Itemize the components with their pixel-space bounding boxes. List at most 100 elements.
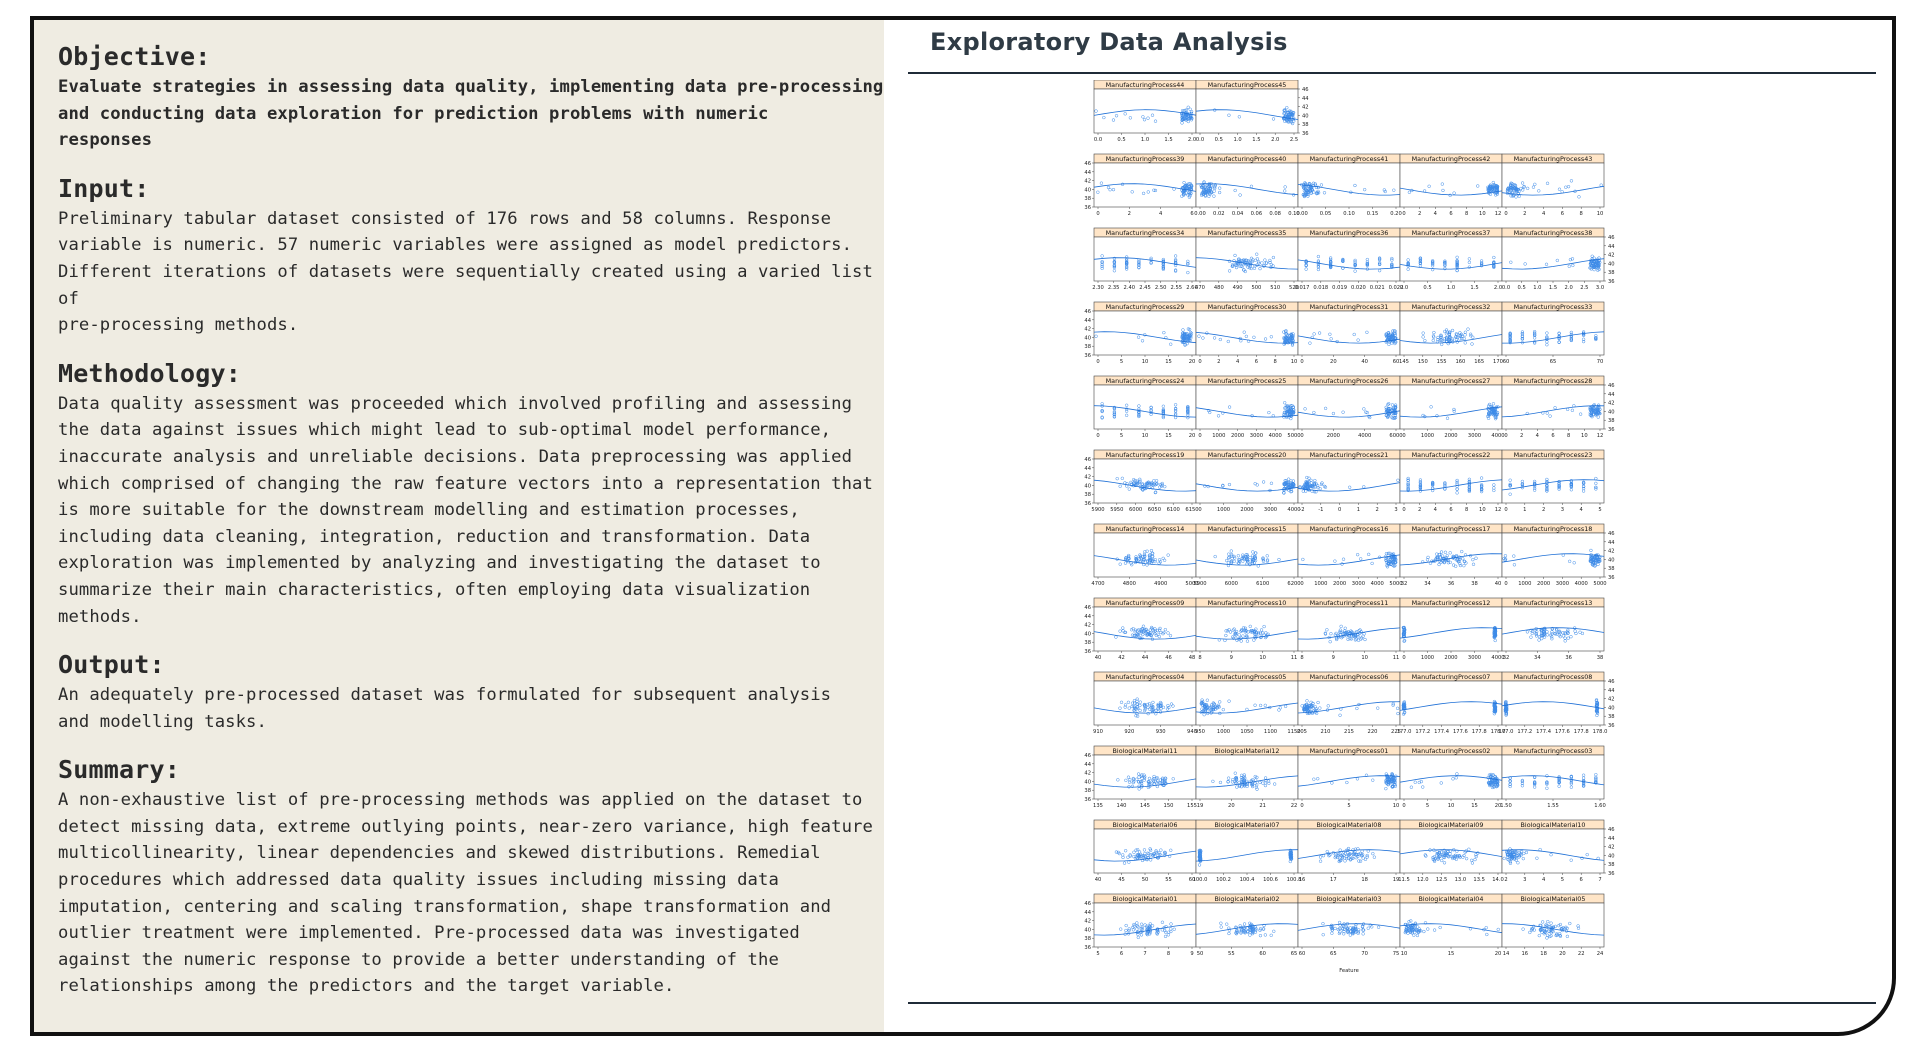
y-tick-label: 38 (1608, 566, 1615, 572)
scatter-point (1463, 559, 1467, 564)
scatter-point (1581, 486, 1586, 491)
scatter-point (1186, 413, 1190, 417)
scatter-point (1458, 563, 1463, 568)
scatter-point (1406, 488, 1410, 493)
panel-title: ManufacturingProcess03 (1514, 747, 1593, 755)
x-tick-label: 8 (1567, 433, 1570, 439)
x-tick-label: 215 (1344, 729, 1354, 735)
x-tick-label: 0 (1300, 803, 1303, 809)
scatter-point (1507, 191, 1511, 195)
scatter-point (1291, 405, 1295, 410)
x-tick-label: 0 (1300, 433, 1303, 439)
x-tick-label: 6100 (1167, 507, 1180, 513)
x-tick-label: 177.2 (1517, 729, 1532, 735)
scatter-point (1251, 554, 1255, 558)
panel-title: ManufacturingProcess20 (1208, 451, 1287, 459)
scatter-point (1212, 336, 1217, 340)
scatter-point (1564, 185, 1568, 189)
scatter-point (1393, 333, 1398, 337)
panel-title: ManufacturingProcess21 (1310, 451, 1389, 459)
panel-title: ManufacturingProcess31 (1310, 303, 1389, 311)
x-tick-label: 205 (1297, 729, 1307, 735)
scatter-point (1385, 334, 1390, 338)
panel-title: ManufacturingProcess36 (1310, 229, 1389, 237)
scatter-point (1365, 257, 1370, 262)
scatter-point (1258, 266, 1262, 271)
scatter-point (1533, 182, 1537, 186)
x-tick-label: 177.2 (1415, 729, 1430, 735)
scatter-point (1592, 265, 1596, 269)
scatter-point (1493, 417, 1498, 421)
scatter-point (1589, 411, 1593, 416)
x-tick-label: 5 (1347, 803, 1350, 809)
scatter-point (1438, 556, 1443, 560)
scatter-point (1487, 188, 1492, 193)
scatter-point (1267, 410, 1271, 415)
panel-title: BiologicalMaterial01 (1113, 895, 1178, 903)
y-tick-label: 36 (1608, 427, 1615, 433)
x-tick-label: 15 (1165, 359, 1172, 365)
scatter-point (1182, 191, 1186, 196)
panel-title: ManufacturingProcess11 (1310, 599, 1389, 607)
y-tick-label: 44 (1608, 836, 1615, 842)
scatter-point (1277, 557, 1281, 562)
scatter-point (1460, 549, 1464, 554)
x-tick-label: 210 (1321, 729, 1331, 735)
y-tick-label: 46 (1608, 235, 1615, 241)
x-tick-label: 2000 (1231, 433, 1244, 439)
x-tick-label: 11.5 (1398, 877, 1410, 883)
scatter-point (1302, 192, 1306, 196)
x-tick-label: 150 (1418, 359, 1428, 365)
scatter-point (1148, 558, 1152, 562)
scatter-point (1181, 190, 1185, 194)
scatter-point (1513, 186, 1517, 190)
scatter-point (1100, 264, 1104, 269)
scatter-point (1494, 413, 1499, 417)
scatter-point (1479, 487, 1484, 492)
scatter-point (1436, 335, 1440, 340)
scatter-point (1377, 262, 1382, 267)
x-tick-label: 1000 (1421, 655, 1434, 661)
scatter-point (1301, 193, 1305, 197)
panel-plot-area (1195, 606, 1299, 652)
scatter-point (1467, 477, 1472, 481)
x-tick-label: 12.0 (1417, 877, 1429, 883)
scatter-point (1283, 483, 1287, 487)
scatter-point (1186, 335, 1190, 339)
scatter-point (1474, 556, 1478, 560)
scatter-point (1523, 262, 1527, 266)
panel-plot-area (1195, 88, 1299, 134)
scatter-point (1322, 484, 1327, 489)
panel-title: ManufacturingProcess37 (1412, 229, 1491, 237)
x-tick-label: 1.0 (1533, 285, 1541, 291)
y-tick-label: 46 (1302, 87, 1309, 93)
scatter-point (1439, 333, 1443, 337)
scatter-point (1290, 336, 1294, 341)
x-tick-label: 0.0 (1094, 137, 1102, 143)
y-tick-label: 46 (1084, 901, 1091, 907)
scatter-point (1406, 267, 1410, 271)
scatter-point (1271, 117, 1276, 121)
scatter-point (1284, 336, 1288, 340)
scatter-point (1238, 264, 1242, 268)
scatter-point (1257, 261, 1261, 265)
scatter-point (1306, 484, 1310, 488)
scatter-point (1304, 190, 1308, 195)
panel-title: ManufacturingProcess14 (1106, 525, 1185, 533)
scatter-point (1494, 188, 1498, 192)
scatter-point (1251, 559, 1255, 563)
scatter-point (1440, 182, 1444, 186)
scatter-point (1492, 264, 1496, 268)
x-tick-label: 19 (1197, 803, 1204, 809)
x-tick-label: 177.8 (1574, 729, 1589, 735)
y-tick-label: 40 (1084, 927, 1091, 933)
scatter-point (1467, 260, 1472, 265)
scatter-point (1467, 479, 1472, 483)
